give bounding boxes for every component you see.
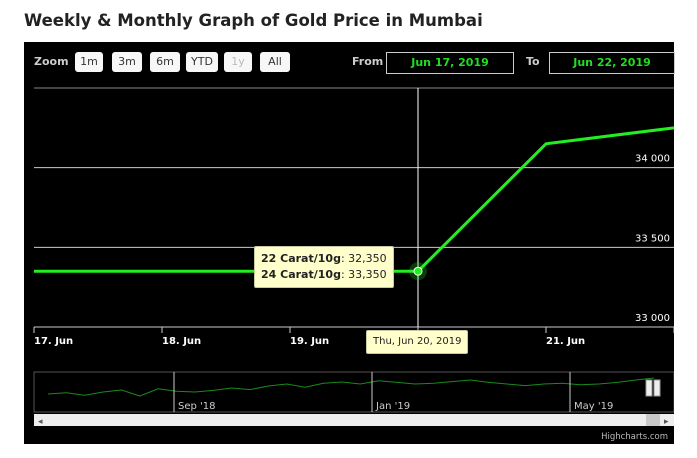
scrollbar-thumb bbox=[646, 414, 660, 426]
scroll-right-icon: ▸ bbox=[664, 417, 669, 427]
from-label: From bbox=[352, 55, 384, 68]
crosshair-date-label: Thu, Jun 20, 2019 bbox=[366, 330, 469, 354]
from-date-input[interactable]: Jun 17, 2019 bbox=[386, 52, 514, 74]
navigator-handle-right bbox=[653, 379, 661, 397]
navigator-label: Jan '19 bbox=[375, 401, 410, 412]
chart-plot-area[interactable]: 33 000 33 500 34 000 17. Jun 18. Jun 19. Jun 2… bbox=[24, 42, 674, 444]
zoom-label: Zoom bbox=[34, 55, 69, 68]
to-date-input[interactable]: Jun 22, 2019 bbox=[549, 52, 675, 74]
tooltip-sep: : bbox=[340, 268, 349, 281]
navigator-handle-left bbox=[645, 379, 653, 397]
zoom-ytd-button[interactable]: YTD bbox=[186, 52, 218, 72]
navigator-label: May '19 bbox=[574, 401, 613, 412]
tooltip-row-22k: 22 Carat/10g: 32,350 bbox=[261, 251, 387, 267]
tooltip-value-24k: 33,350 bbox=[348, 268, 387, 281]
navigator-label: Sep '18 bbox=[178, 401, 216, 412]
y-tick-label: 34 000 bbox=[635, 154, 670, 165]
to-label: To bbox=[526, 55, 540, 68]
tooltip-label-22k: 22 Carat/10g bbox=[261, 252, 341, 265]
page-title: Weekly & Monthly Graph of Gold Price in … bbox=[24, 11, 483, 30]
navigator-area bbox=[33, 371, 674, 413]
tooltip-label-24k: 24 Carat/10g bbox=[261, 268, 341, 281]
tooltip: 22 Carat/10g: 32,350 24 Carat/10g: 33,35… bbox=[254, 246, 394, 288]
zoom-6m-button[interactable]: 6m bbox=[150, 52, 180, 72]
x-tick-label: 17. Jun bbox=[34, 336, 73, 347]
zoom-1m-button[interactable]: 1m bbox=[75, 52, 103, 72]
x-tick-label: 18. Jun bbox=[162, 336, 201, 347]
tooltip-value-22k: 32,350 bbox=[348, 252, 387, 265]
tooltip-sep: : bbox=[340, 252, 349, 265]
scroll-left-icon: ◂ bbox=[38, 417, 43, 427]
credits-link[interactable]: Highcharts.com bbox=[601, 432, 668, 442]
x-tick-label: 19. Jun bbox=[290, 336, 329, 347]
zoom-all-button[interactable]: All bbox=[260, 52, 290, 72]
y-tick-label: 33 000 bbox=[635, 313, 670, 324]
y-tick-label: 33 500 bbox=[635, 233, 670, 244]
scrollbar-track bbox=[34, 414, 674, 426]
zoom-1y-button[interactable]: 1y bbox=[224, 52, 252, 72]
data-point bbox=[413, 266, 423, 276]
tooltip-row-24k: 24 Carat/10g: 33,350 bbox=[261, 267, 387, 283]
stock-chart[interactable]: Zoom 1m 3m 6m YTD 1y All From Jun 17, 20… bbox=[24, 42, 675, 444]
x-tick-label: 21. Jun bbox=[546, 336, 585, 347]
zoom-3m-button[interactable]: 3m bbox=[112, 52, 142, 72]
navigator-series bbox=[47, 377, 655, 397]
